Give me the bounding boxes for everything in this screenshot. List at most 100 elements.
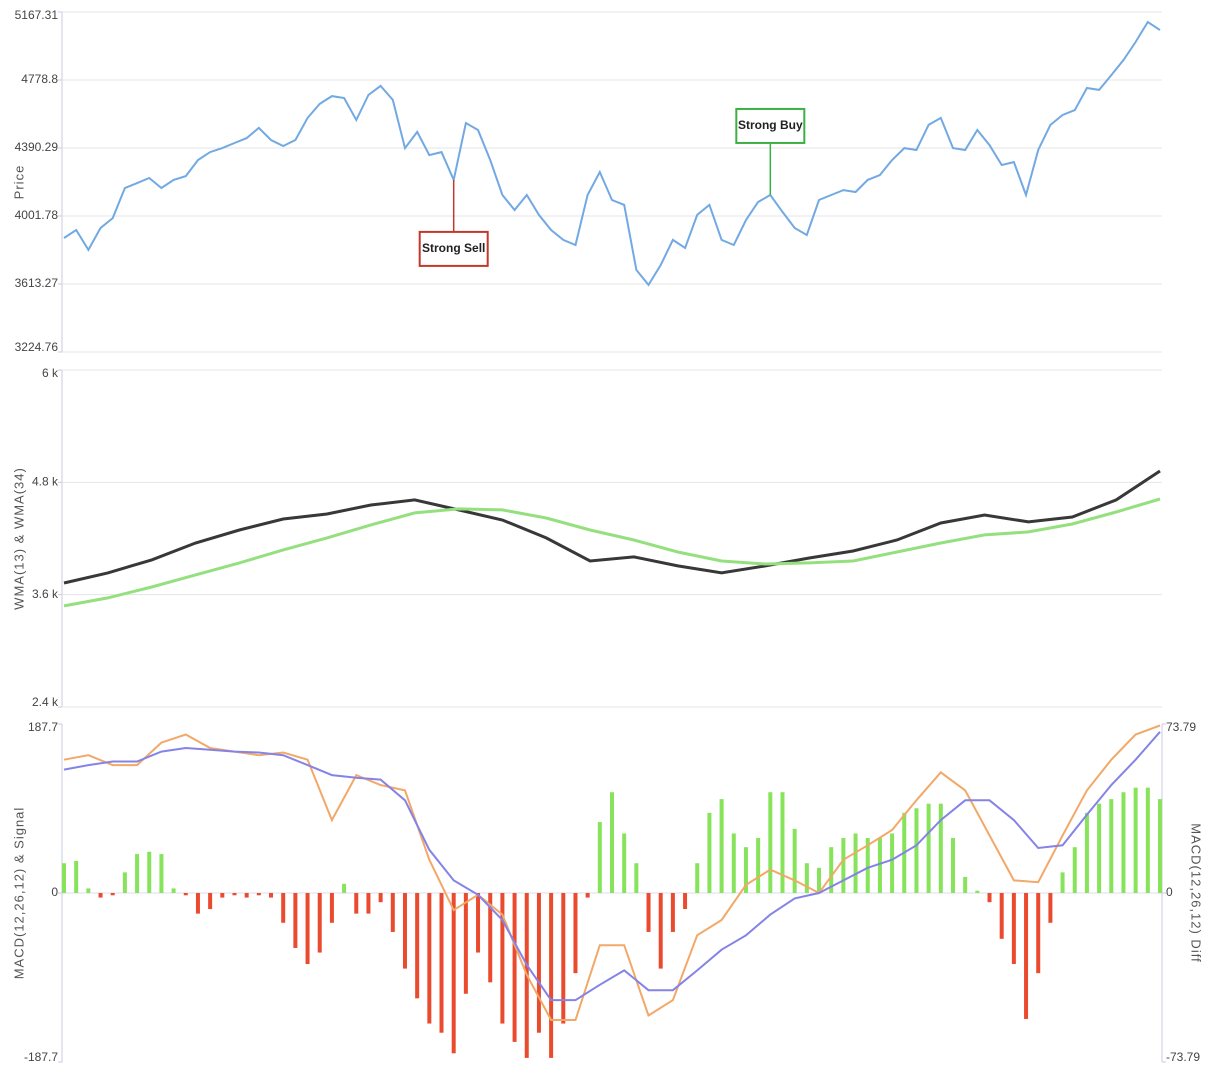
bar <box>756 838 761 893</box>
bar <box>86 888 91 893</box>
y-axis-label: Price <box>11 165 26 200</box>
bar <box>232 893 237 896</box>
bar <box>1158 799 1162 893</box>
bar <box>1072 847 1077 893</box>
bar <box>622 833 627 893</box>
bar <box>512 893 517 1042</box>
y-tick-label: 6 k <box>42 366 59 380</box>
line-series <box>63 724 1161 1021</box>
y-tick-label: 3613.27 <box>15 276 59 290</box>
annotation-label: Strong Buy <box>738 118 803 132</box>
bar <box>670 893 675 932</box>
bar <box>402 893 407 969</box>
bar <box>975 890 980 893</box>
line-series <box>63 497 1161 608</box>
bar <box>877 838 882 893</box>
bar <box>610 792 614 893</box>
bar <box>183 893 188 896</box>
y2-tick-label: -73.79 <box>1166 1050 1200 1064</box>
bar <box>256 893 261 896</box>
bar <box>549 893 554 1058</box>
bar <box>817 867 822 893</box>
line-series <box>63 20 1161 287</box>
bar <box>890 833 895 893</box>
bar <box>792 828 797 893</box>
bar <box>354 893 359 914</box>
bar <box>159 854 164 893</box>
bar <box>987 893 992 903</box>
y-tick-label: 4.8 k <box>32 475 59 489</box>
bar <box>269 893 274 898</box>
annotation-box <box>735 107 806 144</box>
y2-tick-label: 73.79 <box>1166 720 1196 734</box>
bar <box>195 893 200 914</box>
bar <box>147 851 152 893</box>
bar <box>804 863 809 893</box>
bar <box>585 893 590 898</box>
bar <box>646 893 651 932</box>
line-series <box>63 731 1161 1002</box>
bar <box>999 893 1004 939</box>
bar <box>463 893 468 994</box>
bar <box>914 808 919 893</box>
bar <box>135 854 140 893</box>
bar <box>62 863 66 893</box>
bar <box>1084 812 1089 893</box>
bar <box>707 812 712 893</box>
bar <box>731 833 736 893</box>
bar <box>488 893 493 983</box>
bar <box>1145 787 1150 893</box>
y-tick-label: 4390.29 <box>15 140 59 154</box>
bar <box>938 803 943 893</box>
bar <box>305 893 310 964</box>
bar <box>1121 792 1126 893</box>
y-tick-label: 3224.76 <box>15 340 59 354</box>
bar <box>415 893 420 999</box>
bar <box>780 792 785 893</box>
bar <box>536 893 541 1033</box>
bar <box>658 893 663 969</box>
bar <box>110 893 115 896</box>
bar <box>683 893 688 910</box>
bar <box>634 863 639 893</box>
bar <box>865 838 870 893</box>
bar <box>366 893 371 914</box>
y-tick-label: 0 <box>51 885 58 899</box>
bar <box>1036 893 1041 974</box>
bar <box>950 838 955 893</box>
bar <box>439 893 444 1033</box>
y2-axis-label: MACD(12,26,12) Diff <box>1189 823 1204 962</box>
bar <box>1060 872 1065 893</box>
bar <box>451 893 456 1054</box>
bar <box>293 893 298 948</box>
bar <box>1024 893 1029 1019</box>
bar <box>390 893 395 932</box>
bar <box>281 893 286 923</box>
bar <box>926 803 931 893</box>
bar <box>208 893 213 910</box>
bar <box>244 893 249 898</box>
bar <box>829 847 834 893</box>
bar <box>74 860 79 893</box>
bar <box>500 893 505 1024</box>
y-tick-label: -187.7 <box>24 1050 58 1064</box>
bar <box>427 893 432 1024</box>
y-tick-label: 4001.78 <box>15 208 59 222</box>
bar <box>1109 799 1114 893</box>
bar <box>98 893 103 898</box>
bar <box>317 893 322 953</box>
y-tick-label: 5167.31 <box>15 8 59 22</box>
line-series <box>63 469 1161 585</box>
annotation-label: Strong Sell <box>422 241 485 255</box>
y2-tick-label: 0 <box>1166 885 1173 899</box>
bar <box>1133 787 1138 893</box>
bar <box>476 893 481 953</box>
annotation-box <box>418 230 489 267</box>
bar <box>171 888 176 893</box>
bar <box>220 893 225 898</box>
bar <box>963 876 968 893</box>
bar <box>597 822 602 893</box>
bar <box>719 799 724 893</box>
